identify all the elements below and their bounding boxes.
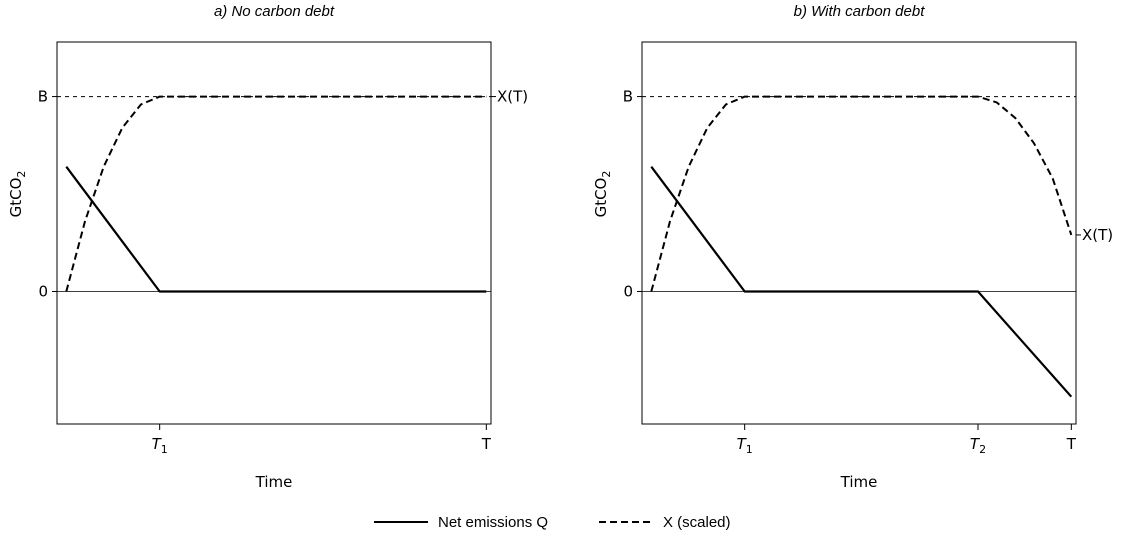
legend: Net emissions Q X (scaled) (374, 514, 731, 531)
x-tick-label: T (1066, 435, 1077, 453)
y-tick-label: 0 (38, 282, 48, 300)
x-tick-label: T1 (737, 435, 753, 456)
x-tick-label-main: T (152, 435, 163, 453)
x-tick-label-main: T (737, 435, 748, 453)
y-axis-label: GtCO2 (592, 171, 613, 218)
y-axis-label-main: GtCO (592, 178, 610, 218)
y-axis-label: GtCO2 (7, 171, 28, 218)
y-tick-label: B (623, 88, 633, 106)
legend-item-label: X (scaled) (663, 514, 731, 531)
y-tick-label: B (38, 88, 48, 106)
x-tick-label-main: T (970, 435, 981, 453)
x-tick-label-subscript: 1 (746, 443, 753, 456)
y-tick-label: 0 (623, 282, 633, 300)
x-tick-label: T2 (970, 435, 986, 456)
y-axis-label-subscript: 2 (600, 171, 613, 178)
xt-end-label: X(T) (497, 88, 528, 106)
x-tick-label: T1 (152, 435, 168, 456)
chart-title: b) With carbon debt (794, 3, 926, 20)
y-axis-label-subscript: 2 (15, 171, 28, 178)
x-tick-label-main: T (481, 435, 492, 453)
net-emissions-series-line (65, 166, 487, 293)
x-scaled-series-line (650, 95, 1073, 292)
x-axis-label: Time (840, 473, 878, 491)
plot-frame (56, 41, 492, 425)
chart-title: a) No carbon debt (214, 3, 335, 20)
x-axis-label: Time (255, 473, 293, 491)
x-tick-label-subscript: 2 (979, 443, 986, 456)
x-tick-label: T (481, 435, 492, 453)
x-tick-label-main: T (1066, 435, 1077, 453)
legend-item-label: Net emissions Q (438, 514, 548, 531)
net-emissions-series-line (650, 166, 1073, 398)
x-tick-label-subscript: 1 (161, 443, 168, 456)
plot-frame (641, 41, 1077, 425)
y-axis-label-main: GtCO (7, 178, 25, 218)
x-scaled-series-line (65, 95, 487, 292)
xt-end-label: X(T) (1082, 226, 1113, 244)
